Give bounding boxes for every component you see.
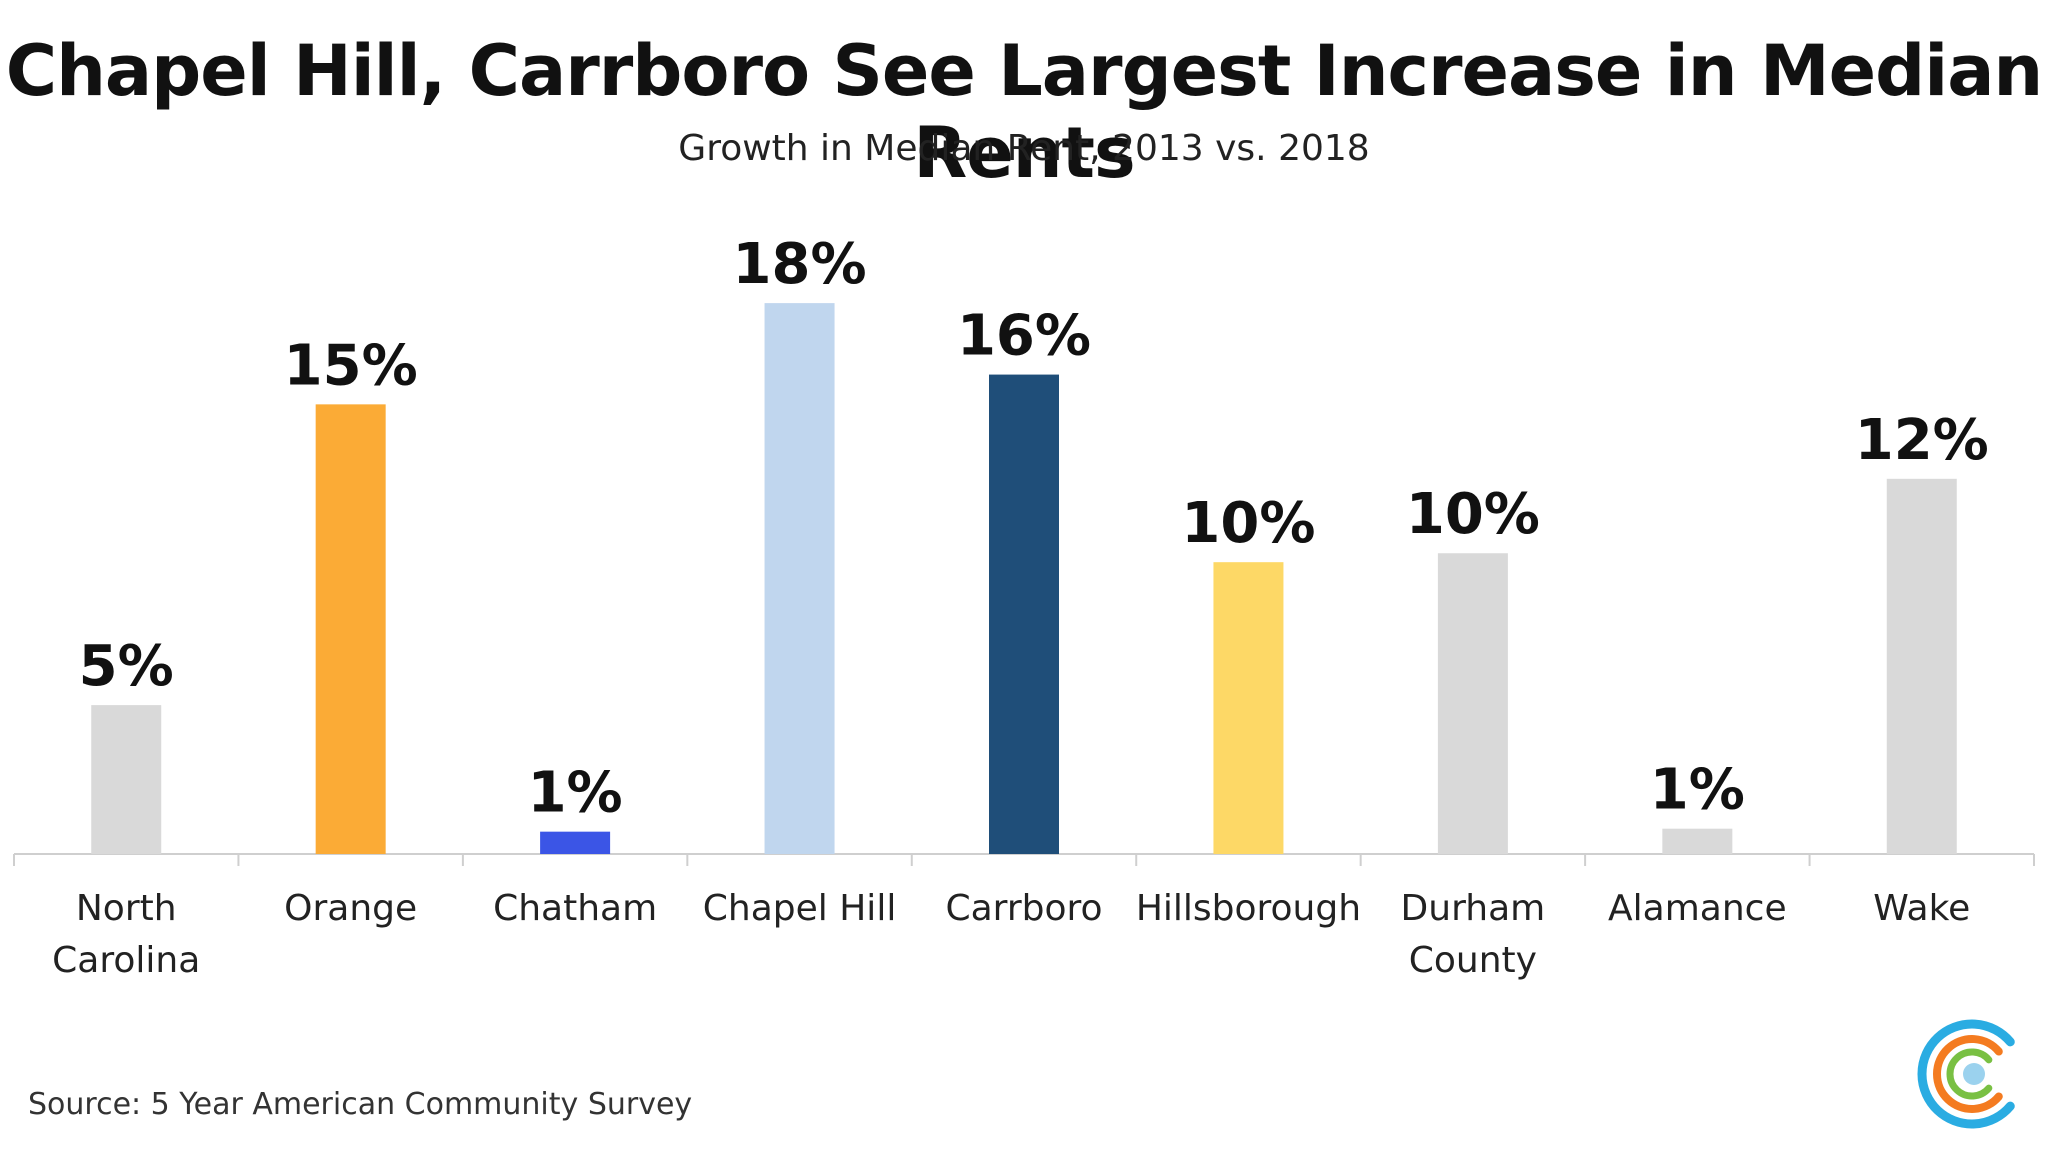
x-tick-label: Chatham bbox=[493, 888, 657, 929]
x-tick-label: Carrboro bbox=[945, 888, 1102, 929]
x-tick-label: North bbox=[76, 888, 177, 929]
bar bbox=[540, 831, 611, 854]
x-tick-label: Chapel Hill bbox=[703, 888, 897, 929]
data-label: 18% bbox=[733, 232, 867, 297]
x-tick-label: Durham bbox=[1401, 888, 1546, 929]
x-tick-label: Carolina bbox=[52, 940, 200, 981]
logo-middle-arc bbox=[1933, 1035, 2003, 1113]
logo-dot bbox=[1963, 1063, 1985, 1085]
logo-icon bbox=[1917, 1019, 2015, 1129]
data-label: 15% bbox=[284, 333, 418, 398]
x-tick-label: Orange bbox=[284, 888, 417, 929]
logo-inner-arc bbox=[1946, 1048, 1993, 1100]
data-label: 1% bbox=[528, 761, 623, 826]
bar bbox=[1662, 828, 1733, 854]
bar bbox=[315, 404, 386, 854]
logo-outer-arc bbox=[1917, 1019, 2015, 1129]
bar bbox=[1213, 562, 1284, 854]
x-tick-label: Hillsborough bbox=[1136, 888, 1361, 929]
x-tick-label: County bbox=[1409, 940, 1537, 981]
x-tick-label: Alamance bbox=[1608, 888, 1787, 929]
data-label: 10% bbox=[1181, 491, 1315, 556]
bar bbox=[764, 303, 835, 855]
source-note: Source: 5 Year American Community Survey bbox=[28, 1087, 693, 1122]
data-label: 1% bbox=[1650, 758, 1745, 823]
x-tick-label: Wake bbox=[1873, 888, 1970, 929]
data-label: 16% bbox=[957, 304, 1091, 369]
data-label: 12% bbox=[1855, 408, 1989, 473]
chart-subtitle: Growth in Median Rent, 2013 vs. 2018 bbox=[678, 128, 1370, 169]
chart-title: Chapel Hill, Carrboro See Largest Increa… bbox=[5, 30, 2044, 194]
bar bbox=[989, 374, 1059, 854]
bar bbox=[1886, 478, 1957, 854]
data-label: 5% bbox=[79, 634, 174, 699]
bar bbox=[91, 705, 162, 854]
data-label: 10% bbox=[1406, 482, 1540, 547]
bar bbox=[1437, 553, 1508, 854]
